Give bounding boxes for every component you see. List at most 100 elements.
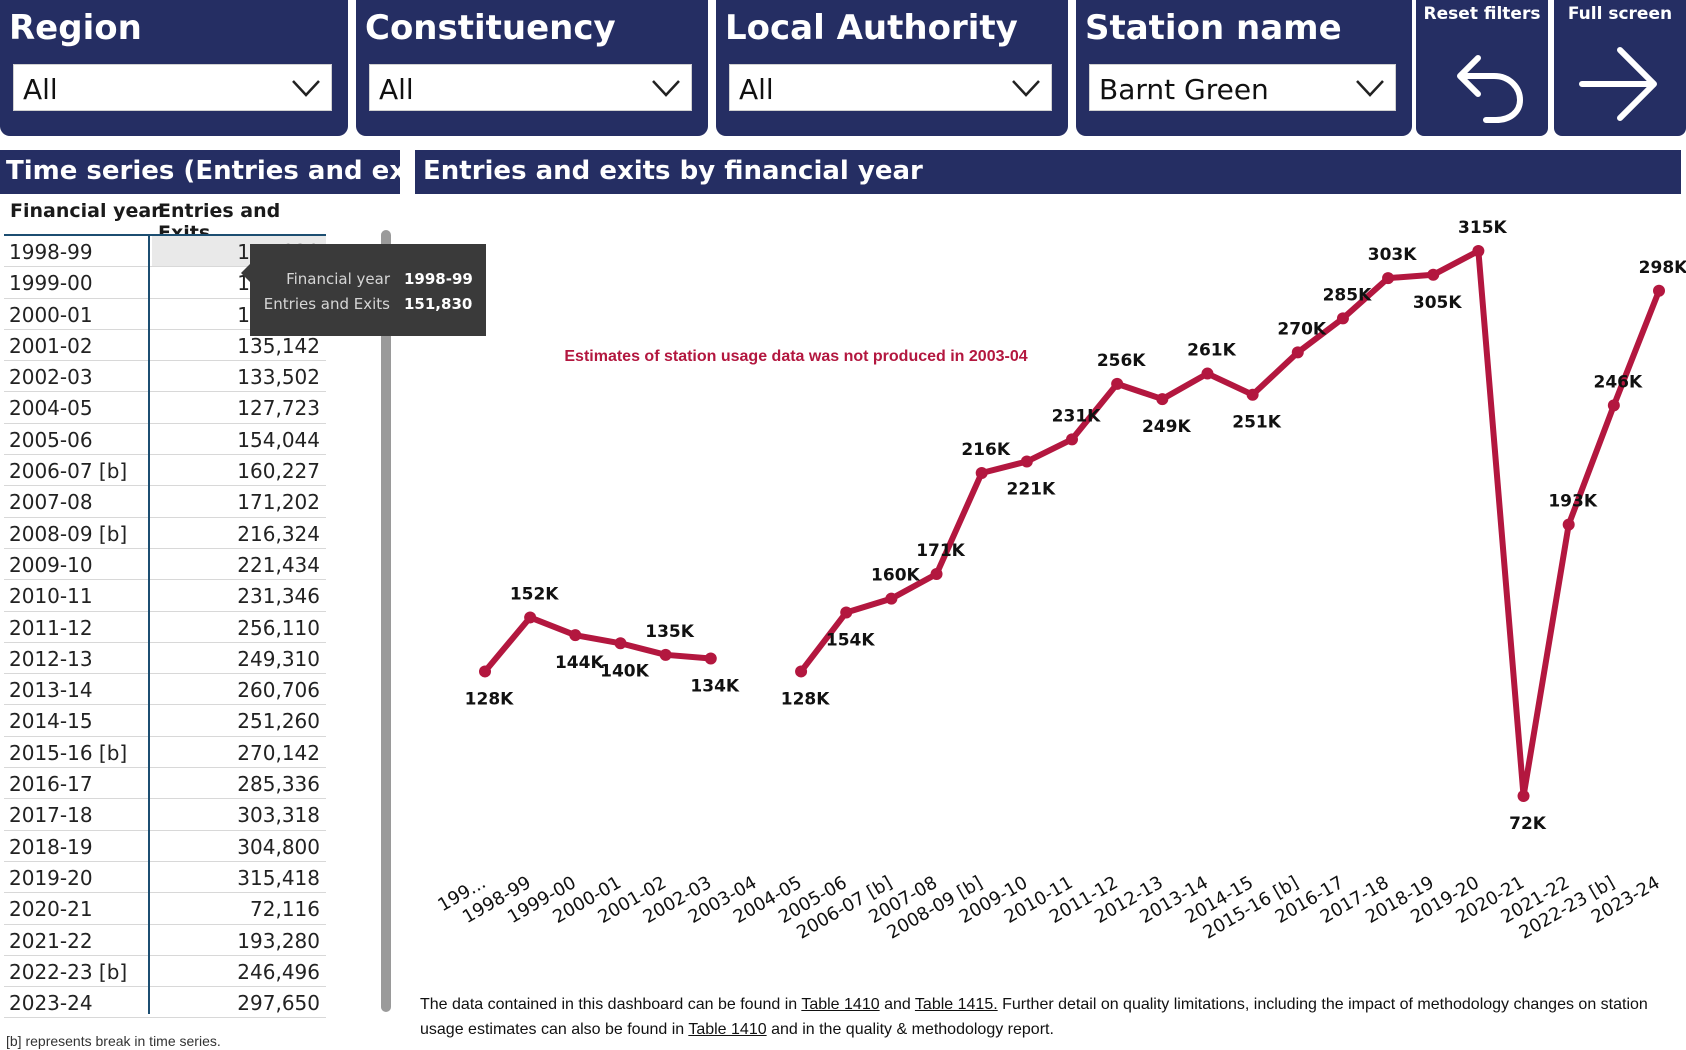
table-row[interactable]: 2002-03 133,502	[4, 361, 326, 393]
table-row[interactable]: 2006-07 [b] 160,227	[4, 455, 326, 487]
data-point[interactable]	[704, 652, 717, 665]
data-point[interactable]	[614, 637, 627, 650]
data-point[interactable]	[1111, 377, 1124, 390]
table-row[interactable]: 2016-17 285,336	[4, 768, 326, 800]
table-row[interactable]: 2009-10 221,434	[4, 549, 326, 581]
cell-financial-year: 2011-12	[9, 615, 93, 640]
data-point[interactable]	[1156, 393, 1169, 406]
link-table-1410[interactable]: Table 1410	[801, 996, 880, 1013]
link-table-1410-second[interactable]: Table 1410	[688, 1021, 767, 1038]
data-point[interactable]	[479, 665, 491, 678]
table-row[interactable]: 2022-23 [b] 246,496	[4, 956, 326, 988]
table-row[interactable]: 2023-24 297,650	[4, 987, 326, 1019]
data-label: 72K	[1509, 814, 1547, 834]
cell-entries-exits: 270,142	[237, 740, 320, 765]
data-point[interactable]	[795, 665, 808, 678]
data-label: 193K	[1548, 492, 1597, 512]
data-point[interactable]	[1020, 455, 1033, 468]
table-row[interactable]: 2005-06 154,044	[4, 424, 326, 456]
chevron-down-icon	[1356, 80, 1384, 97]
data-point[interactable]	[1607, 399, 1620, 412]
data-point[interactable]	[569, 629, 582, 642]
chevron-down-icon	[1012, 80, 1040, 97]
cell-financial-year: 2020-21	[9, 897, 93, 922]
table-row[interactable]: 2017-18 303,318	[4, 799, 326, 831]
column-header-year[interactable]: Financial year	[10, 200, 161, 222]
table-row[interactable]: 2007-08 171,202	[4, 486, 326, 518]
link-table-1415[interactable]: Table 1415.	[914, 996, 998, 1013]
constituency-dropdown[interactable]: All	[369, 64, 692, 111]
cell-financial-year: 2014-15	[9, 709, 93, 734]
region-dropdown-value: All	[23, 73, 58, 106]
data-point[interactable]	[1201, 367, 1214, 380]
cell-financial-year: 2009-10	[9, 552, 93, 577]
cell-entries-exits: 260,706	[237, 678, 320, 703]
cell-entries-exits: 246,496	[237, 959, 320, 984]
tooltip-value-year: 1998-99	[404, 270, 473, 288]
cell-financial-year: 2004-05	[9, 396, 93, 421]
data-point[interactable]	[1472, 245, 1485, 257]
cell-financial-year: 2023-24	[9, 991, 93, 1016]
local-authority-dropdown[interactable]: All	[729, 64, 1052, 111]
cell-entries-exits: 135,142	[237, 333, 320, 358]
data-point[interactable]	[1517, 790, 1530, 802]
full-screen-button[interactable]: Full screen	[1554, 0, 1686, 136]
data-point[interactable]	[524, 611, 537, 624]
table-row[interactable]: 2019-20 315,418	[4, 862, 326, 894]
data-label: 261K	[1187, 341, 1236, 361]
cell-financial-year: 2016-17	[9, 772, 93, 797]
data-point[interactable]	[1246, 388, 1259, 401]
data-point[interactable]	[1291, 346, 1304, 359]
data-point[interactable]	[1066, 433, 1078, 446]
data-point[interactable]	[930, 568, 943, 581]
cell-entries-exits: 251,260	[237, 709, 320, 734]
table-row[interactable]: 2018-19 304,800	[4, 831, 326, 862]
data-label: 154K	[826, 630, 875, 650]
time-series-header: Time series (Entries and exits)	[0, 150, 400, 194]
table-row[interactable]: 2001-02 135,142	[4, 330, 326, 362]
table-row[interactable]: 2013-14 260,706	[4, 674, 326, 706]
table-row[interactable]: 2010-11 231,346	[4, 580, 326, 612]
cell-financial-year: 2019-20	[9, 865, 93, 890]
data-label: 171K	[916, 541, 965, 561]
chevron-down-icon	[292, 80, 320, 97]
station-name-dropdown[interactable]: Barnt Green	[1089, 64, 1396, 111]
table-row[interactable]: 2012-13 249,310	[4, 643, 326, 675]
region-dropdown[interactable]: All	[13, 64, 332, 111]
table-row[interactable]: 2004-05 127,723	[4, 392, 326, 424]
table-row[interactable]: 2020-21 72,116	[4, 893, 326, 925]
data-point[interactable]	[1336, 312, 1349, 325]
table-row[interactable]: 2015-16 [b] 270,142	[4, 737, 326, 769]
data-point[interactable]	[1382, 272, 1395, 285]
table-row[interactable]: 2021-22 193,280	[4, 925, 326, 956]
table-row[interactable]: 2008-09 [b] 216,324	[4, 518, 326, 549]
data-point[interactable]	[1653, 284, 1665, 297]
table-header: Financial year Entries and Exits	[4, 196, 328, 244]
table-row[interactable]: 2011-12 256,110	[4, 612, 326, 643]
data-point[interactable]	[1562, 518, 1575, 531]
cell-entries-exits: 304,800	[237, 834, 320, 859]
reset-filters-button[interactable]: Reset filters	[1416, 0, 1548, 136]
table-row[interactable]: 2014-15 251,260	[4, 705, 326, 737]
full-screen-label: Full screen	[1567, 4, 1673, 24]
table-scrollbar[interactable]	[381, 230, 391, 1012]
local-authority-dropdown-value: All	[739, 73, 774, 106]
data-label: 251K	[1232, 413, 1281, 433]
data-label: 134K	[690, 676, 739, 696]
cell-financial-year: 2010-11	[9, 584, 93, 609]
data-point[interactable]	[659, 648, 672, 661]
data-point[interactable]	[975, 466, 988, 479]
tooltip: Financial year 1998-99 Entries and Exits…	[241, 244, 486, 336]
cell-financial-year: 2002-03	[9, 365, 93, 390]
tooltip-value-value: 151,830	[404, 295, 473, 313]
data-label: 298K	[1639, 258, 1686, 278]
cell-financial-year: 1999-00	[9, 271, 93, 296]
data-point[interactable]	[840, 606, 853, 619]
filter-region-title: Region	[9, 8, 142, 48]
cell-financial-year: 2000-01	[9, 302, 93, 327]
cell-entries-exits: 133,502	[237, 365, 320, 390]
data-point[interactable]	[885, 592, 898, 605]
data-label: 221K	[1007, 480, 1056, 500]
cell-entries-exits: 231,346	[237, 584, 320, 609]
data-point[interactable]	[1427, 268, 1440, 281]
